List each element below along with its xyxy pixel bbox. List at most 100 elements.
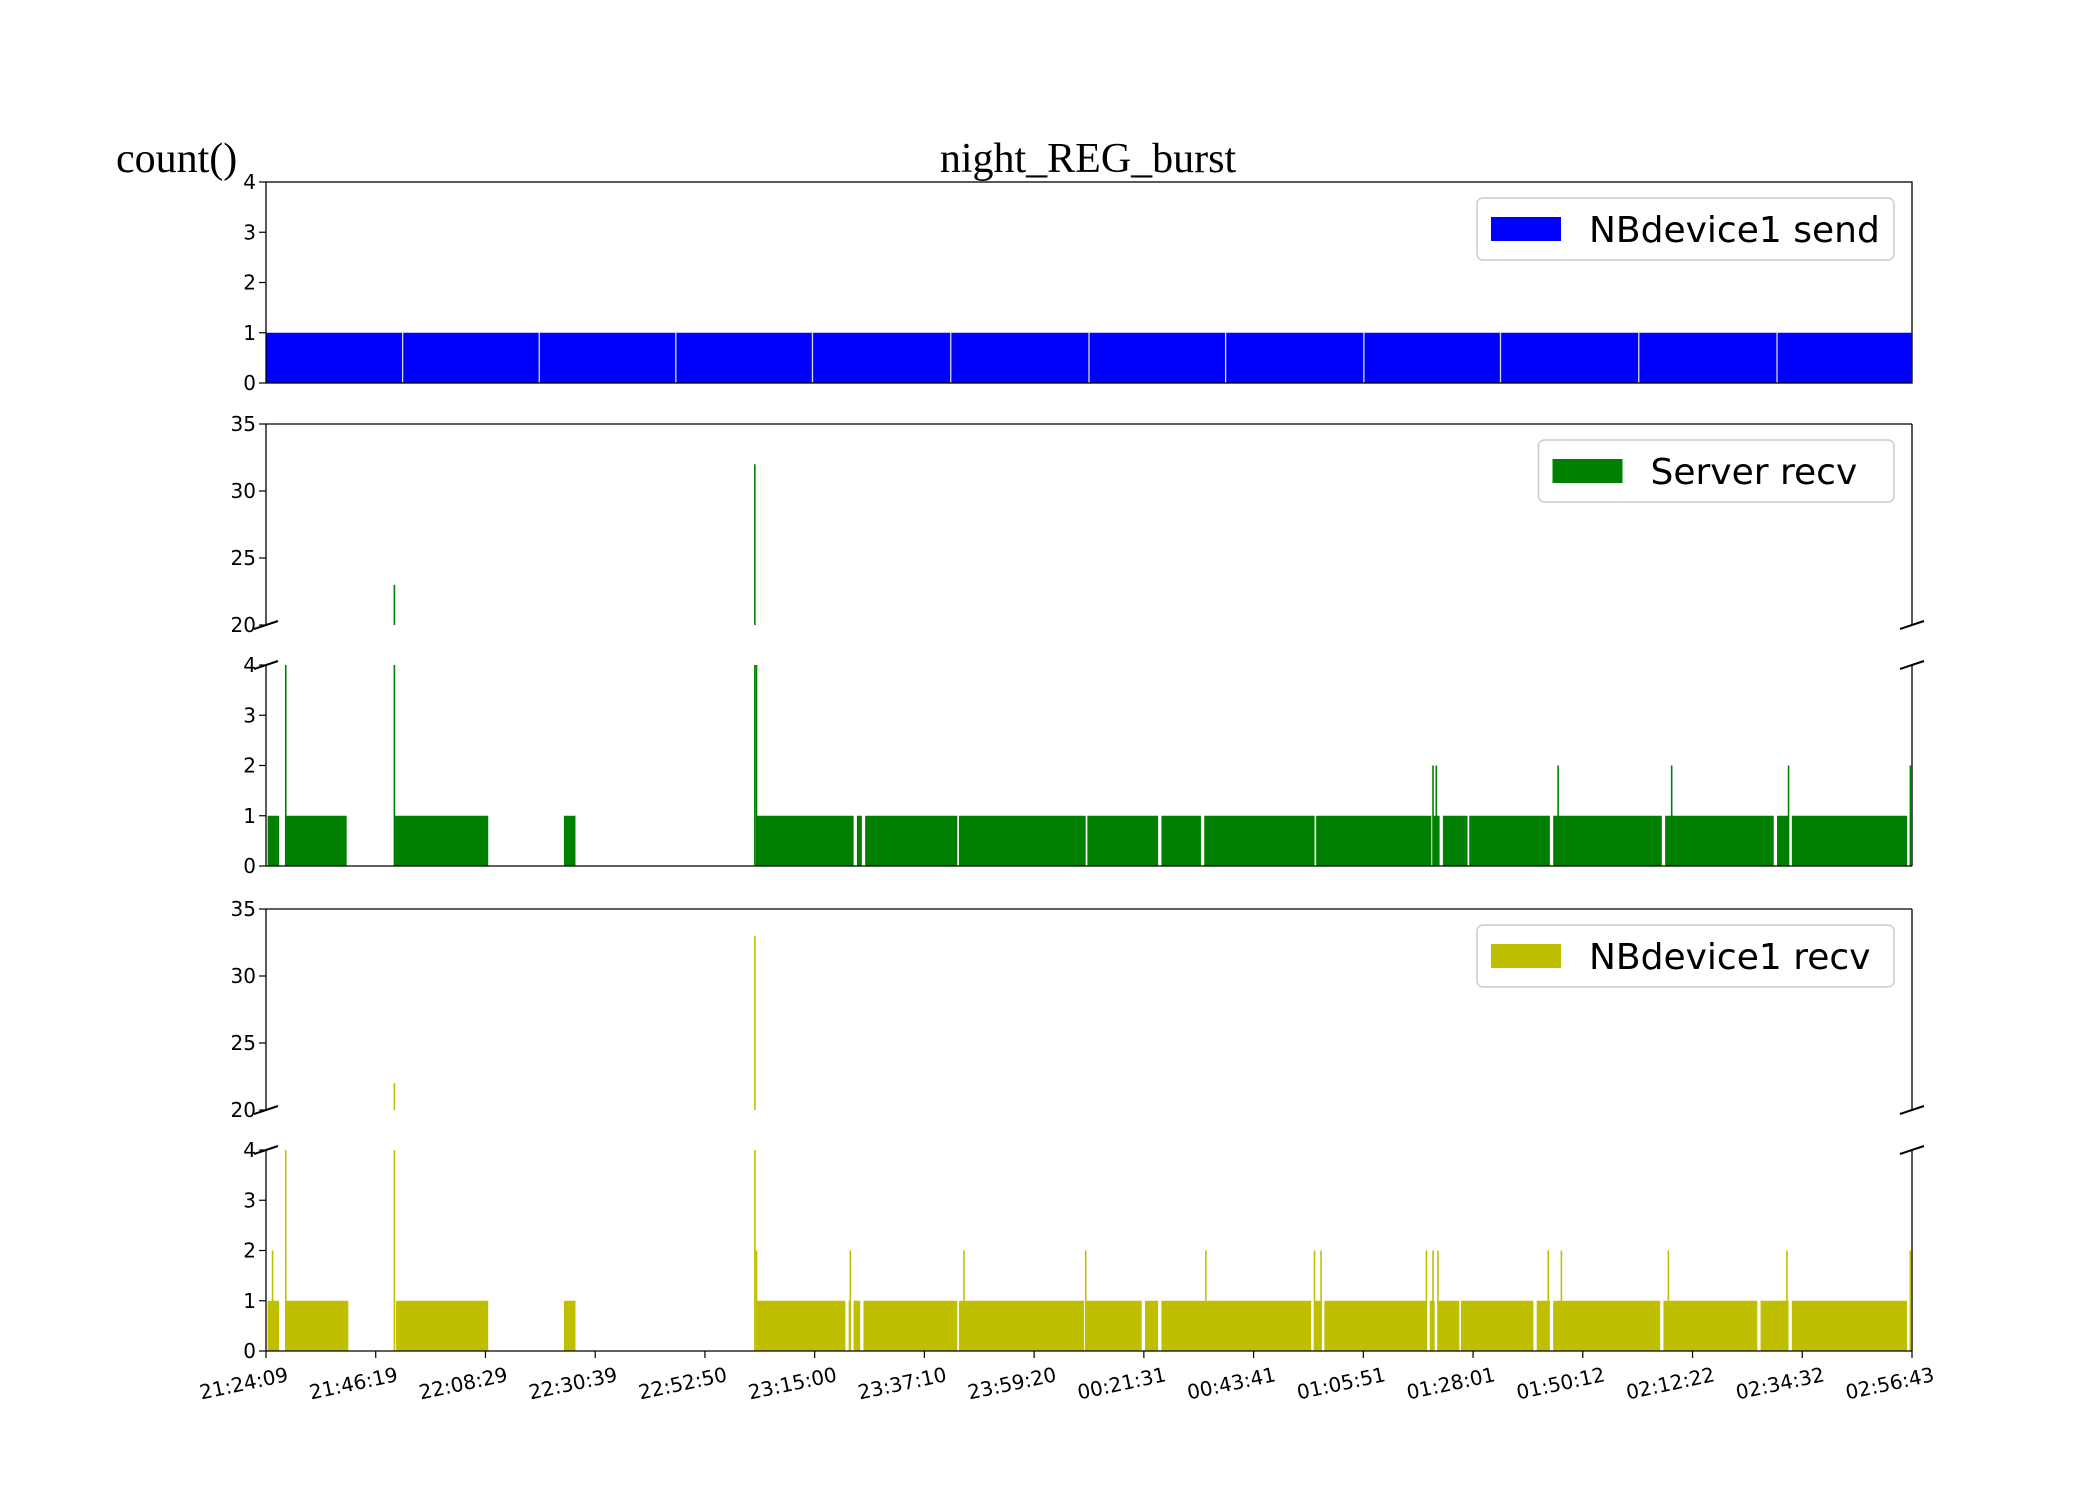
axis-break-mark-right	[1899, 1105, 1925, 1115]
xtick-label-10: 01:05:51	[1295, 1362, 1388, 1404]
panel-server-recv: 20 25 30 35 0 1 2 3 4 Server recv	[231, 412, 1925, 878]
xtick-label-9: 00:43:41	[1185, 1362, 1278, 1404]
nbdevice1-recv-upper-ytick-label-1: 25	[231, 1031, 256, 1055]
nbdevice1-recv-bar-segment-5	[848, 1300, 851, 1351]
xtick-label-13: 02:12:22	[1624, 1362, 1717, 1404]
legend-label-1: Server recv	[1651, 452, 1858, 493]
nbdevice1-recv-upper-ytick-label-0: 20	[231, 1098, 256, 1122]
figure-title: night_REG_burst	[940, 136, 1237, 182]
server-recv-bar-segment-4	[756, 815, 854, 866]
server-recv-bar-segment-11	[1316, 815, 1432, 866]
panel-nbdevice1-send: 0 1 2 3 4 NBdevice1 send	[243, 170, 1913, 395]
nbdevice1-recv-bar-segment-18	[1553, 1300, 1661, 1351]
server-recv-bar-segment-6	[865, 815, 958, 866]
nbdevice1-recv-bar-segment-14	[1429, 1300, 1435, 1351]
legend-box-2	[1476, 924, 1895, 988]
legend-label-0: NBdevice1 send	[1589, 210, 1880, 251]
figure-ylabel: count()	[116, 136, 237, 182]
send-ytick-label-0: 0	[243, 371, 256, 395]
nbdevice1-recv-bar-segment-20	[1760, 1300, 1789, 1351]
server-recv-bar-segment-8	[1087, 815, 1159, 866]
server-recv-bar-segment-5	[856, 815, 862, 866]
nbdevice1-recv-bar-segment-6	[853, 1300, 861, 1351]
nbdevice1-recv-bar-segment-8	[958, 1300, 1085, 1351]
legend-label-2: NBdevice1 recv	[1589, 937, 1870, 978]
server-recv-bar-segment-7	[958, 815, 1086, 866]
send-ytick-label-1: 1	[243, 321, 256, 345]
xtick-label-3: 22:30:39	[527, 1362, 620, 1404]
server-recv-upper-ytick-label-2: 30	[231, 479, 256, 503]
server-recv-upper-ytick-label-3: 35	[231, 412, 256, 436]
server-recv-bar-segment-16	[1665, 815, 1774, 866]
xtick-label-12: 01:50:12	[1514, 1362, 1607, 1404]
xtick-label-7: 23:59:20	[965, 1362, 1058, 1404]
nbdevice1-recv-bar-segment-21	[1791, 1300, 1908, 1351]
axis-break-mark-right	[1899, 660, 1925, 670]
axis-break-mark-right	[1899, 620, 1925, 630]
legend-swatch-1	[1552, 459, 1623, 483]
server-recv-lower-ytick-label-3: 3	[243, 703, 256, 727]
legend-box-0	[1476, 197, 1895, 261]
server-recv-bar-segment-13	[1442, 815, 1468, 866]
server-recv-lower-ytick-label-2: 2	[243, 754, 256, 778]
server-recv-bar-segment-9	[1161, 815, 1201, 866]
x-axis: 21:24:09 21:46:19 22:08:29 22:30:39 22:52:50…	[197, 1351, 1936, 1404]
server-recv-bar-segment-17	[1777, 815, 1789, 866]
server-recv-bar-segment-10	[1204, 815, 1315, 866]
nbdevice1-recv-bar-segment-4	[756, 1300, 846, 1351]
nbdevice1-recv-lower-ytick-label-1: 1	[243, 1289, 256, 1313]
legend-box-1	[1537, 439, 1895, 503]
server-recv-bar-segment-3	[563, 815, 576, 866]
xtick-label-1: 21:46:19	[307, 1362, 400, 1404]
nbdevice1-recv-bar-segment-0	[267, 1300, 280, 1351]
xtick-label-8: 00:21:31	[1075, 1362, 1168, 1404]
send-ytick-label-4: 4	[243, 170, 256, 194]
xtick-label-4: 22:52:50	[636, 1362, 729, 1404]
nbdevice1-recv-bar-segment-16	[1460, 1300, 1534, 1351]
nbdevice1-recv-bar-segment-2	[396, 1300, 489, 1351]
nbdevice1-recv-bar-segment-1	[285, 1300, 349, 1351]
xtick-label-15: 02:56:43	[1843, 1362, 1936, 1404]
axis-break-mark-right	[1899, 1145, 1925, 1155]
nbdevice1-recv-bar-segment-7	[863, 1300, 958, 1351]
nbdevice1-recv-bar-segment-10	[1144, 1300, 1159, 1351]
server-recv-lower-ytick-label-1: 1	[243, 804, 256, 828]
xtick-label-11: 01:28:01	[1404, 1362, 1497, 1404]
server-recv-bar-segment-0	[267, 815, 280, 866]
server-recv-bar-segment-14	[1469, 815, 1550, 866]
server-recv-bar-segment-15	[1553, 815, 1662, 866]
server-recv-bar-segment-18	[1791, 815, 1908, 866]
nbdevice1-recv-bar-segment-17	[1536, 1300, 1550, 1351]
nbdevice1-recv-bar-segment-3	[563, 1300, 576, 1351]
send-ytick-label-3: 3	[243, 220, 256, 244]
nbdevice1-recv-upper-ytick-label-3: 35	[231, 897, 256, 921]
nbdevice1-recv-lower-ytick-label-3: 3	[243, 1188, 256, 1212]
nbdevice1-recv-bar-segment-9	[1085, 1300, 1142, 1351]
xtick-label-6: 23:37:10	[856, 1362, 949, 1404]
xtick-label-5: 23:15:00	[746, 1362, 839, 1404]
panel-nbdevice1-recv: 20 25 30 35 0 1 2 3 4 NBdevice1 recv	[231, 897, 1925, 1363]
nbdevice1-recv-bar-segment-11	[1161, 1300, 1312, 1351]
nbdevice1-recv-lower-ytick-label-0: 0	[243, 1339, 256, 1363]
nbdevice1-recv-lower-ytick-label-4: 4	[243, 1138, 256, 1162]
legend-swatch-0	[1491, 217, 1561, 241]
server-recv-upper-ytick-label-1: 25	[231, 546, 256, 570]
nbdevice1-recv-lower-ytick-label-2: 2	[243, 1239, 256, 1263]
server-recv-bar-segment-2	[394, 815, 489, 866]
server-recv-upper-ytick-label-0: 20	[231, 613, 256, 637]
server-recv-lower-ytick-label-0: 0	[243, 854, 256, 878]
nbdevice1-recv-bar-segment-15	[1437, 1300, 1460, 1351]
nbdevice1-recv-bar-segment-13	[1324, 1300, 1427, 1351]
server-recv-bar-segment-1	[285, 815, 347, 866]
nbdevice1-recv-bar-segment-19	[1663, 1300, 1758, 1351]
legend-swatch-2	[1491, 944, 1561, 968]
nbdevice1-recv-bar-segment-12	[1314, 1300, 1322, 1351]
xtick-label-14: 02:34:32	[1734, 1362, 1827, 1404]
server-recv-lower-ytick-label-4: 4	[243, 653, 256, 677]
xtick-label-2: 22:08:29	[417, 1362, 510, 1404]
send-ytick-label-2: 2	[243, 271, 256, 295]
xtick-label-0: 21:24:09	[197, 1362, 290, 1404]
nbdevice1-recv-upper-ytick-label-2: 30	[231, 964, 256, 988]
